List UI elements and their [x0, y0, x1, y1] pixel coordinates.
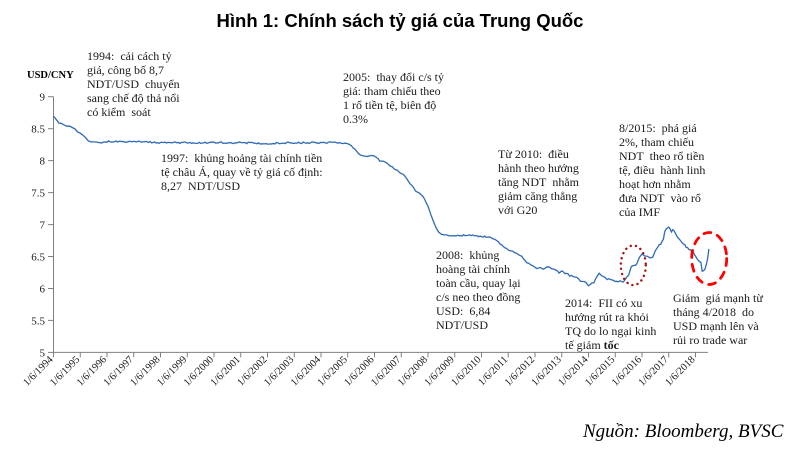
svg-text:6.5: 6.5 [31, 252, 45, 264]
svg-text:8.5: 8.5 [31, 124, 45, 136]
svg-text:7.5: 7.5 [31, 188, 45, 200]
svg-text:7: 7 [40, 220, 46, 232]
svg-text:1/6/2018: 1/6/2018 [663, 354, 697, 388]
svg-text:9: 9 [40, 92, 46, 104]
svg-text:5.5: 5.5 [31, 315, 45, 327]
svg-text:6: 6 [40, 284, 46, 296]
svg-text:8: 8 [40, 156, 46, 168]
